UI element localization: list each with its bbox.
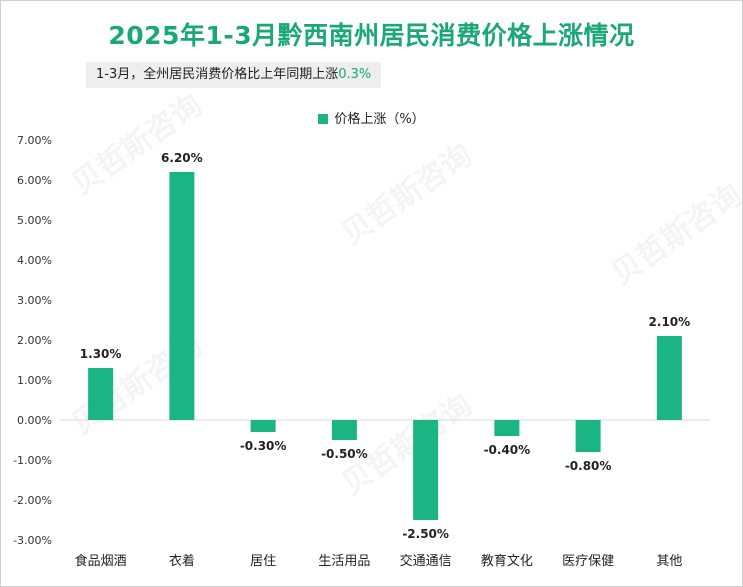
legend-label: 价格上涨（%） [334, 112, 425, 127]
x-tick-label: 衣着 [169, 553, 195, 569]
data-label: 6.20% [161, 151, 203, 165]
x-tick-label: 生活用品 [318, 554, 370, 569]
data-label: -0.40% [484, 443, 531, 457]
x-tick-label: 教育文化 [481, 553, 533, 569]
bars [88, 172, 682, 520]
x-tick-label: 交通通信 [400, 553, 452, 569]
value-labels: 1.30% 6.20% -0.30% -0.50% -2.50% -0.40% -0.80%… [80, 151, 690, 541]
bar [88, 368, 114, 420]
x-tick-label: 其他 [656, 554, 682, 569]
y-tick-label: 6.00% [17, 174, 52, 187]
y-tick-label: 3.00% [17, 294, 52, 307]
legend: 价格上涨（%） [0, 108, 743, 127]
y-tick-label: 5.00% [17, 214, 52, 227]
y-tick-label: 7.00% [17, 134, 52, 147]
y-tick-label: 2.00% [17, 334, 52, 347]
subtitle-value: 0.3% [338, 67, 372, 82]
y-tick-label: -2.00% [13, 494, 52, 507]
y-tick-label: 1.00% [17, 374, 52, 387]
chart-title: 2025年1-3月黔西南州居民消费价格上涨情况 [108, 21, 635, 50]
bar [575, 420, 601, 452]
y-tick-label: -1.00% [13, 454, 52, 467]
bar [656, 336, 682, 420]
y-tick-label: 0.00% [17, 414, 52, 427]
data-label: -0.50% [321, 447, 368, 461]
data-label: 1.30% [80, 347, 122, 361]
legend-swatch [318, 114, 329, 124]
data-label: -0.30% [240, 439, 287, 453]
y-axis: 7.00% 6.00% 5.00% 4.00% 3.00% 2.00% 1.00% 0.00%… [13, 134, 710, 547]
x-tick-label: 医疗保健 [562, 554, 614, 569]
x-tick-label: 居住 [250, 554, 276, 569]
x-axis-labels: 食品烟酒 衣着 居住 生活用品 交通通信 教育文化 医疗保健 其他 [75, 553, 683, 569]
bar [413, 420, 439, 520]
bar [331, 420, 357, 440]
subtitle-text: 1-3月，全州居民消费价格比上年同期上涨 [96, 67, 339, 82]
y-tick-label: -3.00% [13, 534, 52, 547]
bar [250, 420, 276, 432]
bar [169, 172, 195, 420]
data-label: 2.10% [649, 315, 691, 329]
bar [494, 420, 520, 436]
x-tick-label: 食品烟酒 [75, 553, 127, 569]
chart-subtitle: 1-3月，全州居民消费价格比上年同期上涨0.3% [86, 62, 382, 88]
data-label: -0.80% [565, 459, 612, 473]
data-label: -2.50% [402, 527, 449, 541]
y-tick-label: 4.00% [17, 254, 52, 267]
